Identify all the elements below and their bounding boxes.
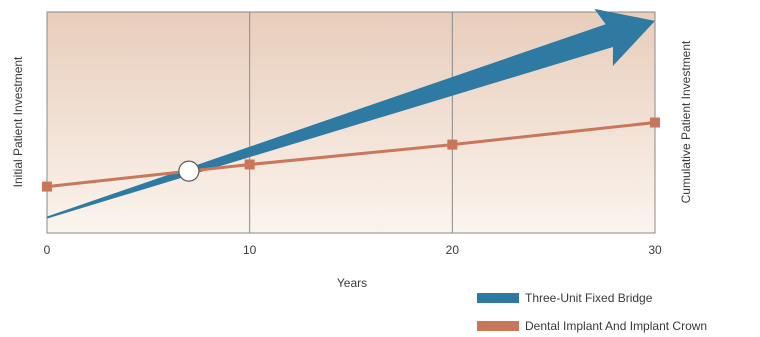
series-bridge-arrow xyxy=(46,8,656,219)
grid-lines xyxy=(249,12,453,233)
x-tick-labels: 0 10 20 30 xyxy=(44,243,662,257)
series-layer xyxy=(42,8,660,219)
series-implant-point-30 xyxy=(650,117,660,128)
break-even-marker xyxy=(178,160,200,182)
y-axis-label-right: Cumulative Patient Investment xyxy=(679,40,693,203)
x-tick-20: 20 xyxy=(446,243,460,257)
x-tick-10: 10 xyxy=(243,243,257,257)
series-implant-point-20 xyxy=(447,139,458,150)
legend: Three-Unit Fixed Bridge Dental Implant A… xyxy=(477,291,707,333)
x-tick-0: 0 xyxy=(44,243,51,257)
legend-label-bridge: Three-Unit Fixed Bridge xyxy=(525,291,653,305)
series-implant-line xyxy=(46,121,656,189)
y-axis-label-left: Initial Patient Investment xyxy=(11,56,25,187)
legend-swatch-bridge xyxy=(477,293,519,303)
legend-swatch-implant xyxy=(477,321,519,331)
series-implant-point-10 xyxy=(244,159,255,170)
series-implant-point-0 xyxy=(42,181,52,192)
x-axis-label: Years xyxy=(337,276,367,290)
legend-label-implant: Dental Implant And Implant Crown xyxy=(525,319,707,333)
x-tick-30: 30 xyxy=(648,243,662,257)
